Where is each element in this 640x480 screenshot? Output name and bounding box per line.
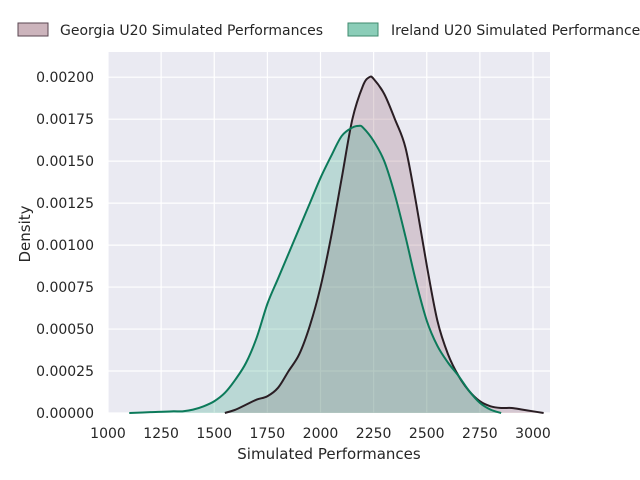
legend-swatch-ireland [347, 22, 379, 37]
x-tick-label: 2750 [462, 426, 498, 442]
legend-swatch-georgia [17, 22, 49, 37]
y-tick-label: 0.00175 [36, 112, 94, 128]
plot-background [108, 52, 550, 413]
x-tick-label: 3000 [515, 426, 551, 442]
legend: Georgia U20 Simulated Performances Irela… [17, 22, 640, 39]
y-tick-label: 0.00125 [36, 196, 94, 212]
x-axis-label: Simulated Performances [237, 445, 421, 463]
density-fill-georgia [224, 76, 544, 414]
x-tick-label: 1000 [90, 426, 126, 442]
y-tick-label: 0.00200 [36, 70, 94, 86]
legend-label-ireland: Ireland U20 Simulated Performances [391, 23, 640, 39]
legend-label-georgia: Georgia U20 Simulated Performances [60, 23, 323, 39]
density-fill-ireland [129, 125, 502, 413]
y-tick-label: 0.00000 [36, 406, 94, 422]
density-line-ireland [129, 124, 502, 414]
x-tick-label: 1250 [143, 426, 179, 442]
x-tick-label: 1750 [250, 426, 286, 442]
y-axis-label: Density [16, 205, 34, 262]
y-tick-label: 0.00150 [36, 154, 94, 170]
y-tick-labels: 0.00000 0.00025 0.00050 0.00075 0.00100 0.001… [36, 70, 94, 422]
y-tick-label: 0.00075 [36, 280, 94, 296]
density-areas [129, 75, 544, 414]
x-tick-label: 2500 [409, 426, 445, 442]
x-tick-label: 2250 [356, 426, 392, 442]
y-tick-label: 0.00100 [36, 238, 94, 254]
y-tick-label: 0.00025 [36, 364, 94, 380]
y-tick-label: 0.00050 [36, 322, 94, 338]
x-tick-label: 1500 [196, 426, 232, 442]
x-tick-label: 2000 [303, 426, 339, 442]
x-tick-labels: 1000 1250 1500 1750 2000 2250 2500 2750 3000 [90, 426, 551, 442]
density-line-georgia [224, 75, 544, 414]
